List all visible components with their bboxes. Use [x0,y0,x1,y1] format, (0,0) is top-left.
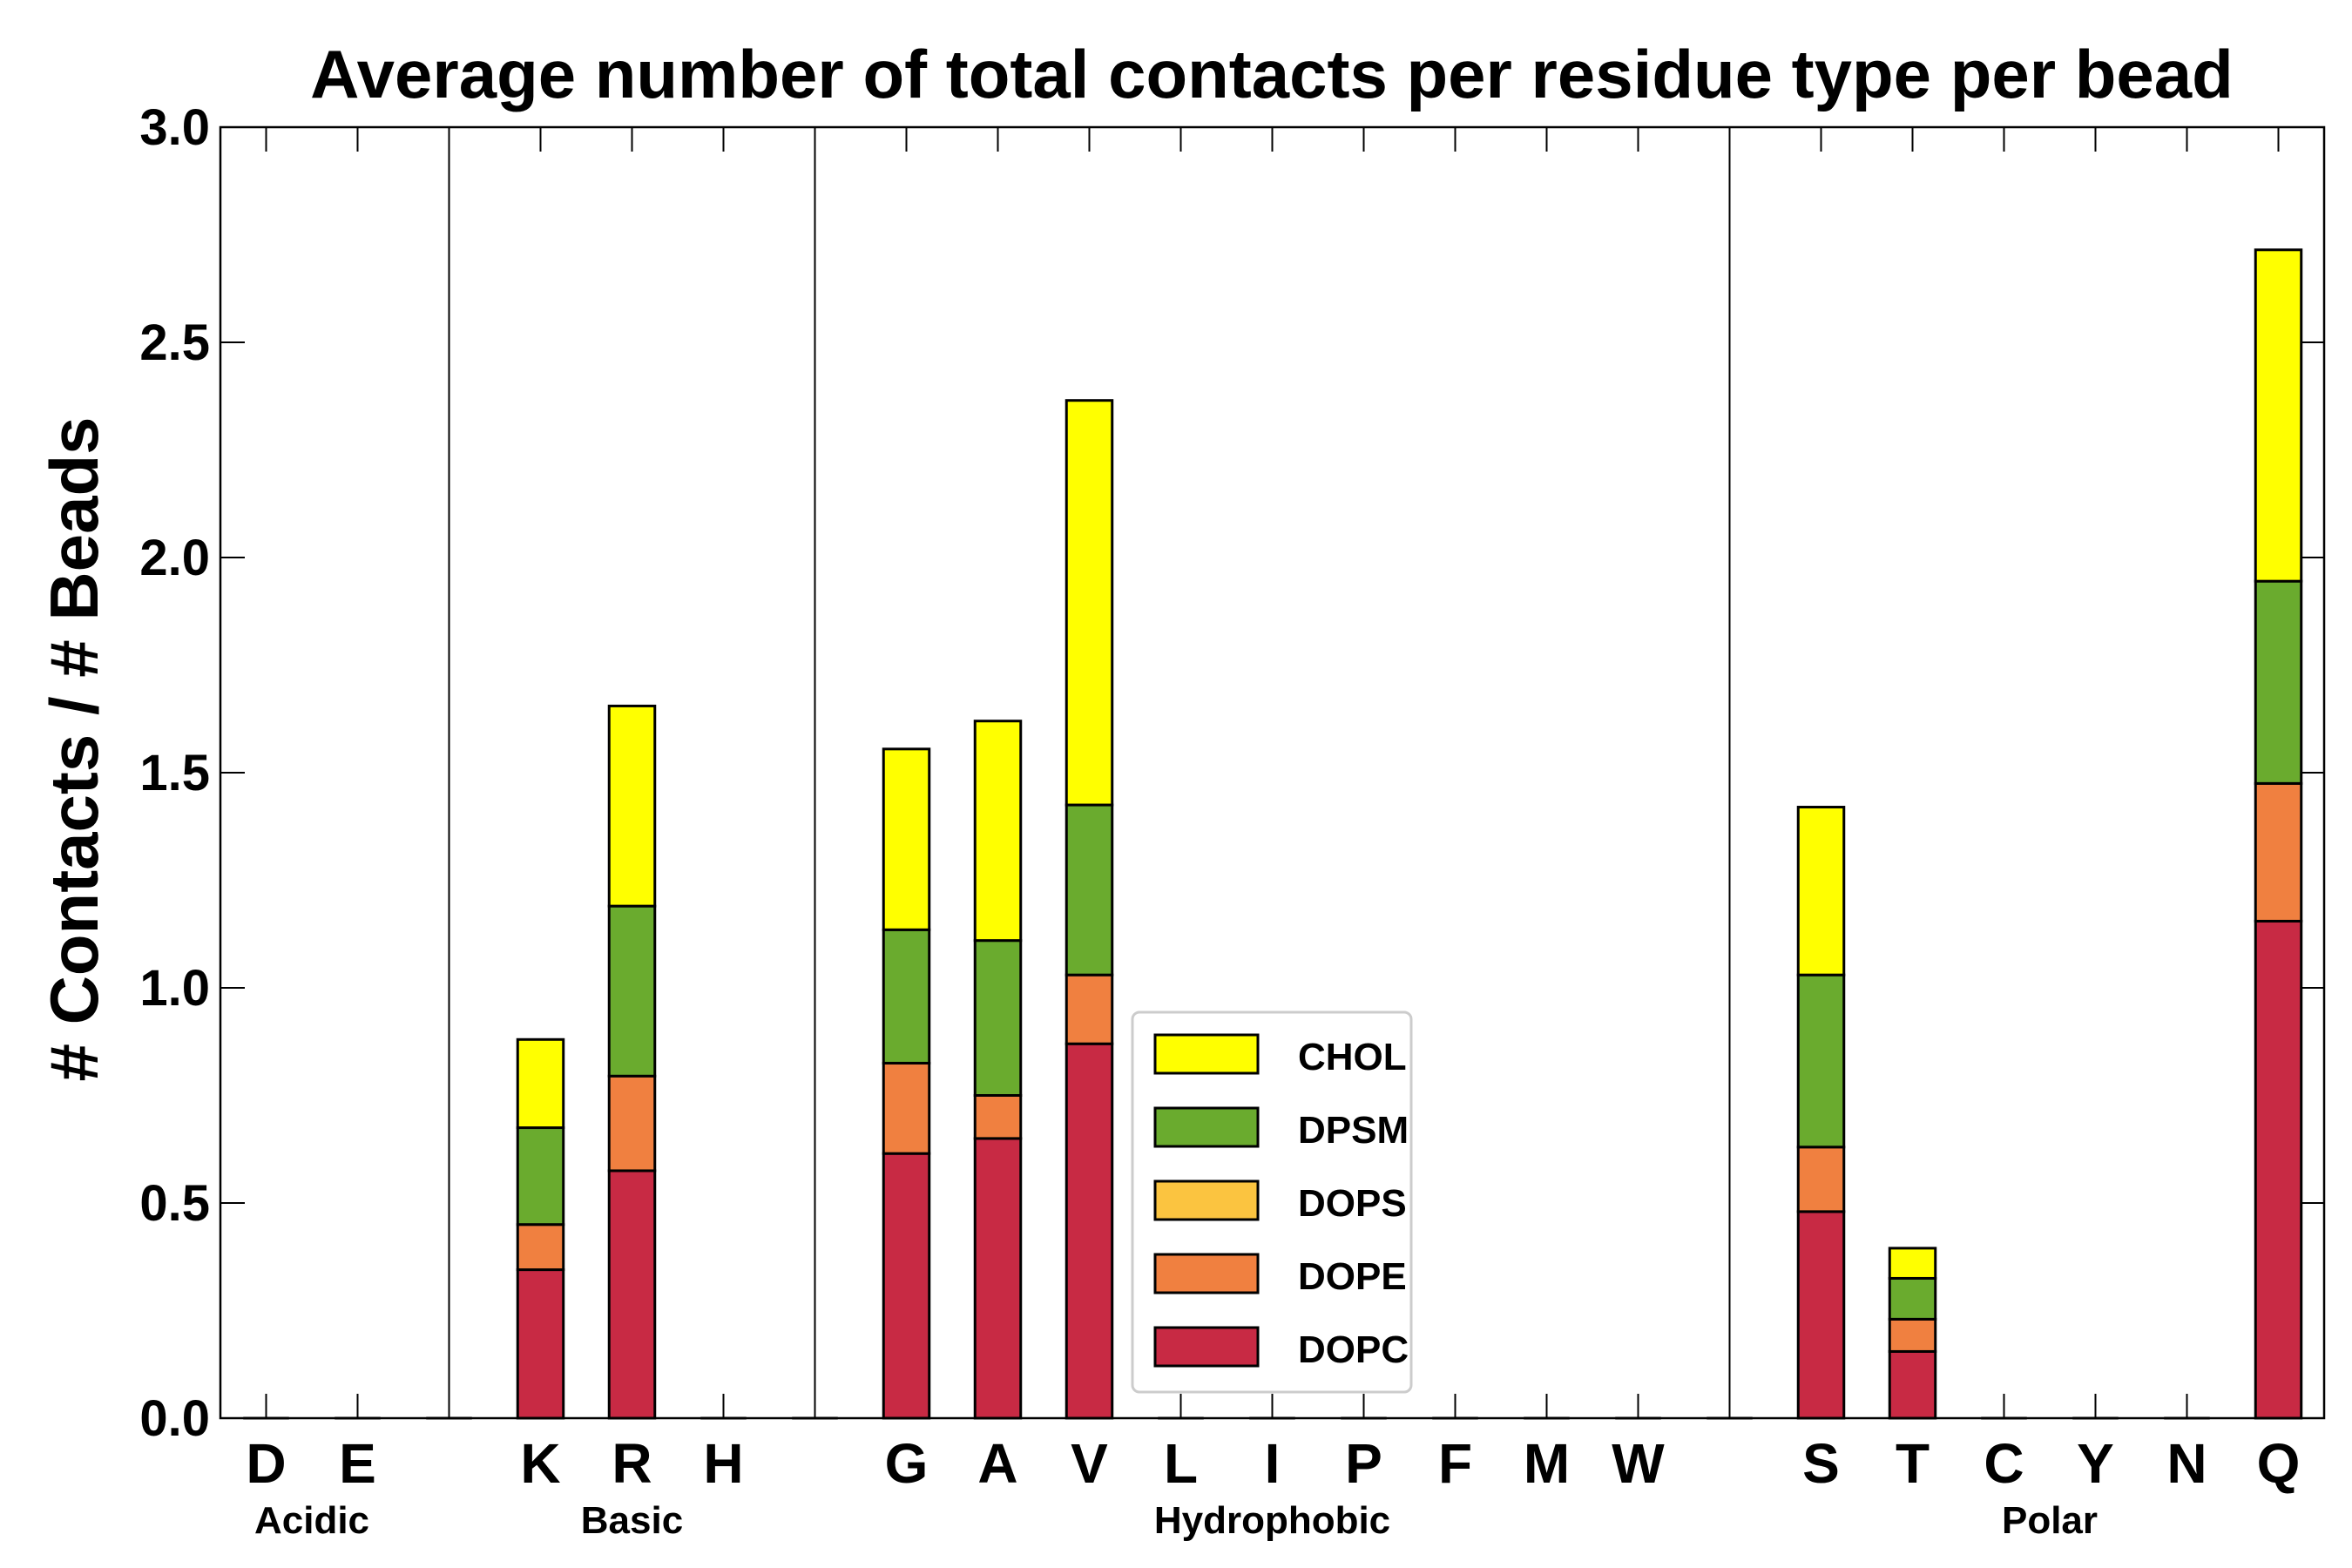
bar-g-chol [882,747,931,931]
x-tick-label-s: S [1802,1432,1840,1495]
bar-r-dopc [607,1169,657,1420]
x-tick-label-v: V [1071,1432,1108,1495]
x-tick-label-l: L [1164,1432,1198,1495]
bar-k-dpsm [516,1126,565,1227]
y-tick-label: 2.0 [139,530,210,586]
x-tick-label-c: C [1984,1432,2024,1495]
x-tick-label-m: M [1524,1432,1570,1495]
bar-t-chol [1888,1247,1937,1280]
bar-a-chol [973,720,1023,943]
group-label-basic: Basic [581,1499,683,1542]
legend-swatch-dope [1153,1253,1260,1294]
y-axis-label: # Contacts / # Beads [36,417,112,1082]
bar-q-dope [2254,781,2303,923]
x-tick-label-p: P [1345,1432,1382,1495]
y-tick-label: 0.5 [139,1175,210,1232]
bar-v-chol [1064,399,1114,807]
bar-q-chol [2254,248,2303,583]
legend-swatch-dpsm [1153,1106,1260,1148]
x-tick-label-y: Y [2077,1432,2114,1495]
bar-g-dope [882,1061,931,1155]
x-tick-label-f: F [1438,1432,1472,1495]
bar-r-dope [607,1074,657,1173]
bar-q-dopc [2254,919,2303,1420]
bar-t-dopc [1888,1349,1937,1420]
plot-area: 0.0 0.5 1.0 1.5 2.0 2.5 3.0 Acidic Basic Hydropho… [139,99,2326,1542]
x-tick-label-a: A [977,1432,1017,1495]
bar-r-dpsm [607,904,657,1078]
legend-swatch-chol [1153,1033,1260,1075]
bar-k-dopc [516,1268,565,1420]
legend-swatch-dopc [1153,1326,1260,1368]
bar-k-chol [516,1037,565,1130]
bar-k-dope [516,1223,565,1272]
legend-label-dope: DOPE [1298,1255,1407,1298]
x-tick-label-h: H [703,1432,743,1495]
x-tick-label-d: D [246,1432,286,1495]
legend-label-dpsm: DPSM [1298,1109,1409,1152]
bar-t-dope [1888,1317,1937,1353]
bar-s-dpsm [1796,973,1846,1149]
bar-g-dpsm [882,928,931,1064]
chart-title: Average number of total contacts per res… [310,36,2234,112]
x-tick-label-k: K [520,1432,560,1495]
legend-label-dopc: DOPC [1298,1328,1409,1371]
bar-q-dpsm [2254,579,2303,785]
bar-s-dope [1796,1146,1846,1213]
x-tick-label-w: W [1612,1432,1665,1495]
bar-a-dopc [973,1137,1023,1420]
bar-a-dope [973,1094,1023,1140]
x-tick-label-q: Q [2257,1432,2301,1495]
bar-v-dpsm [1064,803,1114,977]
bar-g-dopc [882,1152,931,1420]
x-tick-label-i: I [1265,1432,1281,1495]
group-label-polar: Polar [2002,1499,2098,1542]
bar-s-chol [1796,806,1846,977]
bar-s-dopc [1796,1210,1846,1420]
group-label-hydrophobic: Hydrophobic [1154,1499,1390,1542]
legend-label-chol: CHOL [1298,1036,1407,1078]
legend: CHOL DPSM DOPS DOPE DOPC [1131,1010,1413,1394]
bar-r-chol [607,704,657,908]
bar-a-dpsm [973,939,1023,1098]
bar-v-dope [1064,973,1114,1045]
y-tick-label: 1.5 [139,745,210,801]
y-tick-label: 0.0 [139,1390,210,1447]
x-tick-label-e: E [339,1432,376,1495]
legend-swatch-dops [1153,1179,1260,1221]
y-tick-label: 2.5 [139,314,210,371]
bar-v-dopc [1064,1042,1114,1420]
bar-t-dpsm [1888,1276,1937,1321]
y-tick-label: 1.0 [139,960,210,1017]
x-tick-label-t: T [1896,1432,1930,1495]
x-tick-label-n: N [2166,1432,2207,1495]
x-tick-label-r: R [612,1432,652,1495]
legend-label-dops: DOPS [1298,1182,1407,1225]
group-label-acidic: Acidic [254,1499,369,1542]
y-tick-label: 3.0 [139,99,210,156]
x-tick-label-g: G [885,1432,929,1495]
